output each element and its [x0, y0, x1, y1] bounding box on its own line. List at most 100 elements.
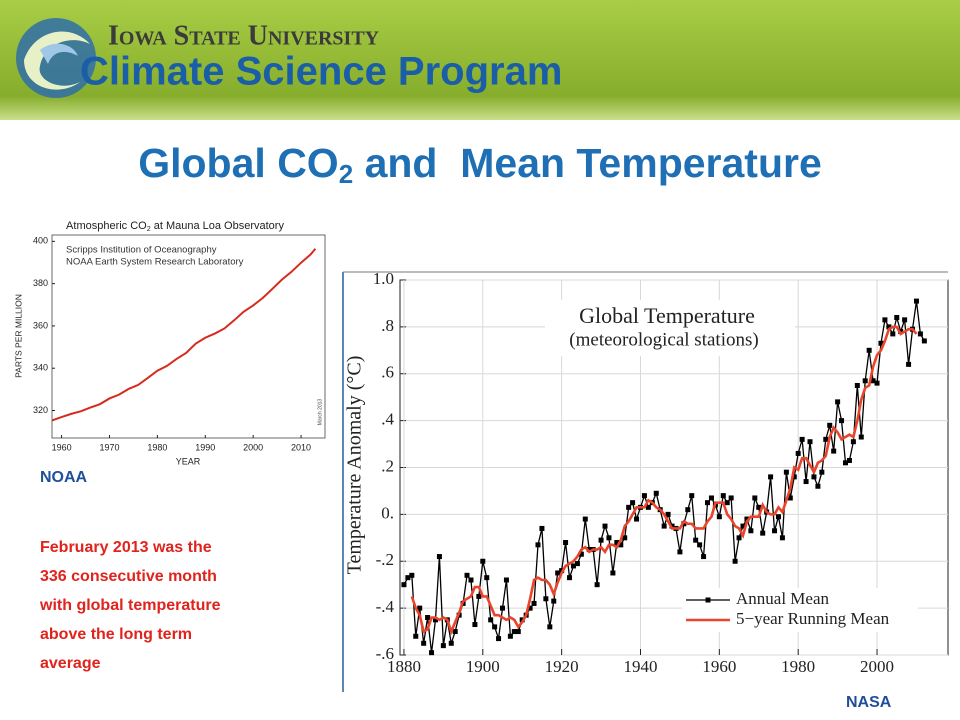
point-marker — [432, 617, 438, 623]
point-marker — [799, 436, 805, 442]
x-tick-label: 1960 — [52, 442, 72, 452]
point-marker — [791, 474, 797, 480]
title-backdrop — [545, 300, 795, 356]
point-marker — [598, 537, 604, 543]
point-marker — [421, 640, 427, 646]
y-tick-label: 400 — [33, 236, 48, 246]
point-marker — [842, 460, 848, 466]
point-marker — [732, 558, 738, 564]
point-marker — [468, 577, 474, 583]
point-marker — [622, 535, 628, 541]
point-marker — [440, 643, 446, 649]
point-marker — [555, 570, 561, 576]
point-marker — [913, 298, 919, 304]
point-marker — [748, 528, 754, 534]
point-marker — [436, 554, 442, 560]
point-marker — [543, 596, 549, 602]
point-marker — [634, 516, 640, 522]
title-subscript: 2 — [147, 226, 151, 233]
point-marker — [779, 535, 785, 541]
point-marker — [685, 507, 691, 513]
data-line — [51, 248, 317, 422]
y-tick-label: .4 — [381, 410, 394, 429]
point-marker — [661, 523, 667, 529]
point-marker — [697, 542, 703, 548]
point-marker — [917, 331, 923, 337]
point-marker — [902, 317, 908, 323]
point-marker — [488, 617, 494, 623]
point-marker — [503, 577, 509, 583]
note-line: with global temperature — [39, 597, 221, 614]
point-marker — [500, 605, 506, 611]
y-tick-label: .8 — [381, 316, 394, 335]
point-marker — [614, 540, 620, 545]
x-tick-label: 1980 — [781, 657, 815, 676]
point-marker — [626, 504, 632, 510]
legend-label: 5−year Running Mean — [736, 609, 890, 628]
plot-frame — [51, 234, 326, 439]
x-tick-label: 2000 — [860, 657, 894, 676]
legend-marker — [705, 597, 711, 603]
point-marker — [708, 495, 714, 501]
point-marker — [452, 629, 458, 635]
point-marker — [890, 331, 896, 337]
title-part: Atmospheric CO — [66, 220, 147, 232]
point-marker — [870, 378, 876, 384]
point-marker — [878, 340, 884, 346]
point-marker — [866, 347, 872, 353]
point-marker — [472, 622, 478, 628]
point-marker — [610, 570, 616, 576]
point-marker — [409, 572, 415, 578]
point-marker — [772, 528, 778, 534]
point-marker — [906, 361, 912, 367]
point-marker — [413, 633, 419, 639]
series-line — [410, 325, 918, 636]
point-marker — [507, 633, 513, 639]
point-marker — [570, 563, 576, 569]
y-tick-label: 380 — [33, 278, 48, 288]
y-tick-label: -.4 — [376, 597, 395, 616]
point-marker — [701, 554, 707, 560]
chart-panel — [12, 205, 330, 470]
point-marker — [567, 575, 573, 581]
point-marker — [894, 315, 900, 320]
point-marker — [511, 629, 517, 635]
note-line: 336 consecutive month — [40, 568, 217, 585]
x-tick-label: 1880 — [387, 657, 421, 676]
point-marker — [858, 434, 864, 440]
y-tick-label: .2 — [381, 456, 394, 475]
legend-label: Annual Mean — [736, 589, 830, 608]
point-marker — [417, 605, 423, 611]
point-marker — [527, 605, 533, 611]
note: February 2013 was the 336 consecutive mon… — [39, 539, 221, 672]
source-line: NOAA Earth System Research Laboratory — [66, 257, 244, 268]
note-line: above the long term — [40, 626, 192, 643]
point-marker — [484, 575, 490, 581]
point-marker — [405, 575, 411, 581]
point-marker — [862, 378, 868, 384]
x-tick-label: 1900 — [466, 657, 500, 676]
university-name: Iowa State University — [108, 20, 380, 51]
point-marker — [724, 500, 730, 506]
point-marker — [811, 474, 817, 480]
y-tick-label: 0. — [381, 503, 394, 522]
title-part: and Mean Temperature — [353, 140, 822, 186]
point-marker — [476, 593, 482, 599]
point-marker — [744, 516, 750, 522]
point-marker — [653, 490, 659, 496]
program-name: Climate Science Program — [80, 50, 562, 94]
point-marker — [448, 640, 454, 646]
point-marker — [775, 514, 781, 520]
point-marker — [874, 380, 880, 386]
y-axis-label: Temperature Anomaly (°C) — [344, 356, 366, 575]
point-marker — [602, 523, 608, 529]
point-marker — [815, 483, 821, 489]
point-marker — [882, 317, 888, 323]
point-marker — [641, 493, 647, 499]
point-marker — [425, 615, 431, 620]
point-marker — [787, 495, 793, 501]
legend-box — [682, 588, 918, 632]
point-marker — [819, 469, 825, 475]
point-marker — [839, 418, 845, 424]
y-tick-label: 360 — [33, 320, 48, 330]
